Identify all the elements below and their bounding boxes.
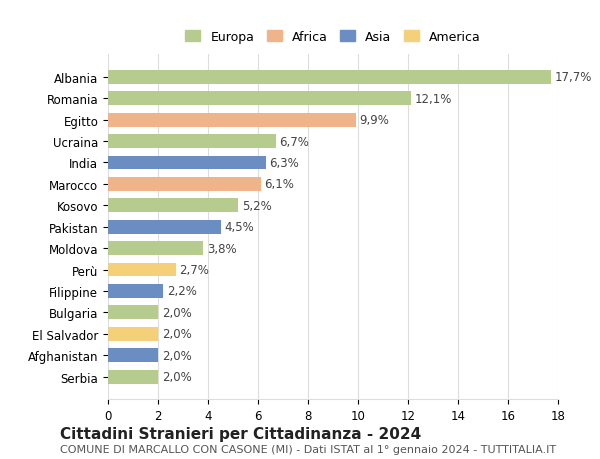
- Bar: [108, 263, 176, 277]
- Bar: [108, 113, 355, 127]
- Text: 12,1%: 12,1%: [414, 93, 452, 106]
- Text: 4,5%: 4,5%: [224, 221, 254, 234]
- Text: 6,3%: 6,3%: [269, 157, 299, 170]
- Text: 3,8%: 3,8%: [207, 242, 236, 255]
- Text: 2,2%: 2,2%: [167, 285, 197, 298]
- Bar: [108, 348, 158, 362]
- Legend: Europa, Africa, Asia, America: Europa, Africa, Asia, America: [182, 27, 484, 47]
- Text: 6,1%: 6,1%: [264, 178, 294, 191]
- Text: 2,0%: 2,0%: [162, 306, 191, 319]
- Bar: [108, 156, 265, 170]
- Text: 6,7%: 6,7%: [279, 135, 309, 148]
- Bar: [108, 199, 238, 213]
- Bar: [108, 178, 260, 191]
- Bar: [108, 71, 551, 84]
- Bar: [108, 241, 203, 256]
- Text: Cittadini Stranieri per Cittadinanza - 2024: Cittadini Stranieri per Cittadinanza - 2…: [60, 425, 421, 441]
- Text: 9,9%: 9,9%: [359, 114, 389, 127]
- Bar: [108, 220, 221, 234]
- Text: 17,7%: 17,7%: [554, 71, 592, 84]
- Bar: [108, 92, 410, 106]
- Bar: [108, 327, 158, 341]
- Text: 2,7%: 2,7%: [179, 263, 209, 276]
- Bar: [108, 370, 158, 384]
- Text: 2,0%: 2,0%: [162, 349, 191, 362]
- Text: 5,2%: 5,2%: [242, 199, 271, 213]
- Bar: [108, 284, 163, 298]
- Bar: [108, 306, 158, 319]
- Bar: [108, 135, 275, 149]
- Text: 2,0%: 2,0%: [162, 370, 191, 383]
- Text: 2,0%: 2,0%: [162, 328, 191, 341]
- Text: COMUNE DI MARCALLO CON CASONE (MI) - Dati ISTAT al 1° gennaio 2024 - TUTTITALIA.: COMUNE DI MARCALLO CON CASONE (MI) - Dat…: [60, 444, 556, 454]
